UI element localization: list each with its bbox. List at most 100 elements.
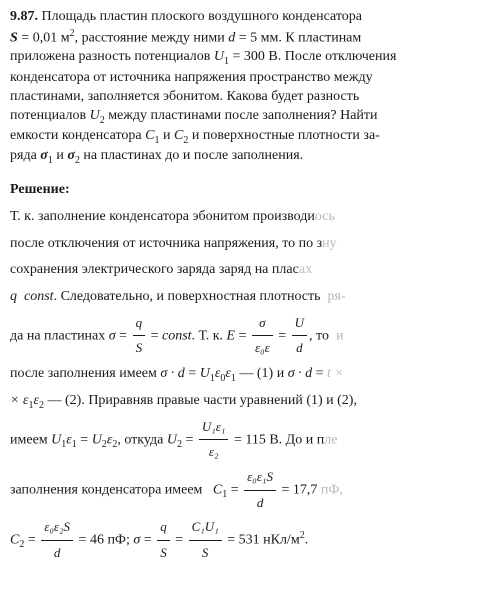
- faded-text: пФ,: [321, 482, 343, 497]
- var: U: [167, 432, 177, 447]
- text: имеем: [10, 432, 51, 447]
- numerator: q: [157, 515, 170, 541]
- denominator: S: [157, 541, 170, 566]
- var-S: S: [10, 31, 18, 46]
- text: , откуда: [117, 432, 167, 447]
- text: после отключения от источника напряжения…: [10, 236, 322, 251]
- eq: =: [116, 328, 131, 343]
- denominator: d: [41, 541, 73, 566]
- fraction: ε₀ε₁Sd: [244, 465, 276, 515]
- faded-text: и: [336, 328, 344, 343]
- denominator: S: [189, 541, 222, 566]
- eq: =: [172, 533, 187, 548]
- text: = 300 В. После отключения: [229, 49, 396, 64]
- faded-text: ле: [324, 432, 337, 447]
- text: потенциалов: [10, 108, 90, 123]
- numerator: U₁ε₁: [199, 415, 229, 441]
- text: между пластинами после заполнения? Найти: [105, 108, 378, 123]
- var-sigma2: σ: [67, 148, 75, 163]
- eq: =: [312, 366, 327, 381]
- faded-text: t ×: [327, 366, 344, 381]
- text: .: [305, 533, 309, 548]
- text: = 5 мм. К пластинам: [235, 31, 361, 46]
- text: . Т. к.: [192, 328, 227, 343]
- text: приложена разность потенциалов: [10, 49, 214, 64]
- var-C2: C: [174, 128, 183, 143]
- denominator: d: [292, 336, 307, 361]
- text: — (1) и: [236, 366, 288, 381]
- expr: σ · d: [288, 366, 312, 381]
- text: , то: [309, 328, 329, 343]
- eq: =: [235, 328, 250, 343]
- text: пластинами, заполняется эбонитом. Какова…: [10, 89, 359, 104]
- numerator: ε₀ε₁S: [244, 465, 276, 491]
- const: const: [24, 289, 54, 304]
- text: = 531 нКл/м: [224, 533, 300, 548]
- faded-text: ах: [299, 262, 312, 277]
- var-U1: U: [214, 49, 224, 64]
- fraction: C₁U₁S: [189, 515, 222, 565]
- text: да на пластинах: [10, 328, 109, 343]
- var-sigma: σ: [109, 328, 116, 343]
- text: и: [53, 148, 68, 163]
- eq: =: [185, 366, 200, 381]
- fraction: qS: [133, 311, 146, 361]
- var: U: [92, 432, 102, 447]
- denominator: ε₂: [199, 440, 229, 465]
- var-q: q: [10, 289, 17, 304]
- var-U2: U: [90, 108, 100, 123]
- expr: σ · d: [160, 366, 184, 381]
- eq: =: [24, 533, 39, 548]
- fraction: ε₀ε₂Sd: [41, 515, 73, 565]
- eq: =: [227, 482, 242, 497]
- numerator: q: [133, 311, 146, 337]
- numerator: C₁U₁: [189, 515, 222, 541]
- text: , расстояние между ними: [75, 31, 229, 46]
- text: емкости конденсатора: [10, 128, 145, 143]
- fraction: U₁ε₁ε₂: [199, 415, 229, 465]
- eq: =: [275, 328, 290, 343]
- eq: =: [147, 328, 162, 343]
- solution-heading: Решение:: [10, 181, 490, 200]
- eq: =: [182, 432, 197, 447]
- faded-text: ось: [315, 209, 335, 224]
- text: Площадь пластин плоского воздушного конд…: [42, 9, 363, 24]
- text: = 17,7: [278, 482, 317, 497]
- text: на пластинах до и после заполнения.: [80, 148, 303, 163]
- var: U: [51, 432, 61, 447]
- fraction: Ud: [292, 311, 307, 361]
- const: const: [162, 328, 192, 343]
- text: = 115 В. До и п: [230, 432, 324, 447]
- fraction: qS: [157, 515, 170, 565]
- text: конденсатора от источника напряжения про…: [10, 70, 373, 85]
- var: U: [200, 366, 210, 381]
- var: C: [213, 482, 222, 497]
- text: и поверхностные плотности за-: [188, 128, 380, 143]
- numerator: U: [292, 311, 307, 337]
- numerator: ε₀ε₂S: [41, 515, 73, 541]
- text: сохранения электрического заряда заряд н…: [10, 262, 299, 277]
- problem-statement: 9.87. Площадь пластин плоского воздушног…: [10, 8, 490, 167]
- text: заполнения конденсатора имеем: [10, 482, 206, 497]
- denominator: d: [244, 491, 276, 516]
- text: Т. к. заполнение конденсатора эбонитом п…: [10, 209, 315, 224]
- var-E: E: [227, 328, 236, 343]
- numerator: σ: [252, 311, 273, 337]
- var: C: [10, 533, 19, 548]
- solution-body: Т. к. заполнение конденсатора эбонитом п…: [10, 204, 490, 565]
- text: = 46 пФ;: [75, 533, 133, 548]
- text: и: [159, 128, 174, 143]
- faded-text: ря-: [328, 289, 346, 304]
- text: ряда: [10, 148, 40, 163]
- var-sigma1: σ: [40, 148, 48, 163]
- text: = 0,01 м: [18, 31, 70, 46]
- eq: =: [140, 533, 155, 548]
- denominator: ε₀ε: [252, 336, 273, 361]
- text: после заполнения имеем: [10, 366, 160, 381]
- denominator: S: [133, 336, 146, 361]
- faded-text: ну: [322, 236, 337, 251]
- eq: =: [77, 432, 92, 447]
- fraction: σε₀ε: [252, 311, 273, 361]
- text: . Следовательно, и поверхностная плотнос…: [54, 289, 321, 304]
- text: — (2). Приравняв правые части уравнений …: [44, 393, 357, 408]
